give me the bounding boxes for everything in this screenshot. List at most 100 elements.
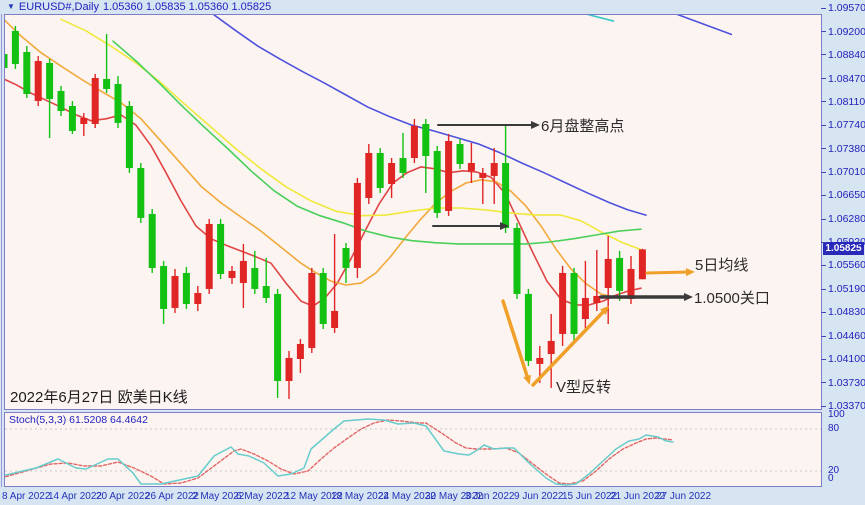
stoch-scale-label: 100 (828, 409, 845, 420)
price-axis-label: 1.05190 (828, 283, 865, 296)
candle-down (251, 267, 259, 289)
candle-down (148, 213, 156, 268)
arrow-breakdown-head (500, 222, 509, 230)
price-axis-label: 1.08470 (828, 72, 865, 85)
arrow-1-0500-head (684, 293, 693, 301)
candle-down (11, 30, 19, 64)
candle-down (502, 163, 510, 228)
candle-up (194, 292, 202, 304)
candle-down (422, 123, 430, 157)
annotation-v-reversal: V型反转 (556, 379, 612, 396)
price-tick (821, 264, 826, 266)
price-axis-label: 1.08110 (828, 95, 865, 108)
candle-down (376, 152, 384, 188)
chevron-down-icon[interactable]: ▼ (7, 2, 15, 11)
v-reversal-up-stroke (531, 308, 607, 387)
price-axis-label: 1.04460 (828, 330, 865, 343)
candle-down (23, 52, 31, 94)
candle-up (547, 340, 555, 354)
price-tick (821, 358, 826, 360)
price-axis-label: 1.03730 (828, 376, 865, 389)
date-axis-label: 15 Jun 2022 (562, 491, 618, 502)
candle-up (353, 182, 361, 268)
arrow-june-high-head (531, 121, 540, 129)
candle-down (137, 168, 145, 218)
candle-up (467, 163, 475, 171)
candle-down (319, 272, 327, 324)
stochastic-chart[interactable] (5, 413, 821, 486)
date-axis-label: 8 Apr 2022 (2, 491, 51, 502)
price-tick (821, 31, 826, 33)
date-axis-label: 21 Jun 2022 (610, 491, 666, 502)
candle-down (182, 272, 190, 304)
date-axis-label: 9 Jun 2022 (514, 491, 564, 502)
ma-fast-red (5, 78, 642, 308)
price-axis-label: 1.07010 (828, 166, 865, 179)
candlestick-chart[interactable] (5, 15, 821, 409)
price-tick (821, 288, 826, 290)
price-tick (821, 171, 826, 173)
trendline-blue (676, 15, 733, 36)
candle-up (34, 60, 42, 101)
candle-up (285, 357, 293, 382)
price-axis-label: 1.06650 (828, 189, 865, 202)
stochastic-panel[interactable] (4, 412, 822, 487)
date-axis-label: 20 Apr 2022 (96, 491, 150, 502)
price-axis-label: 1.08840 (828, 48, 865, 61)
price-axis-label: 1.04100 (828, 353, 865, 366)
candle-up (365, 152, 373, 198)
arrow-ma5-head (685, 268, 695, 277)
candle-down (262, 285, 270, 298)
candle-up (627, 268, 635, 299)
candle-down (616, 257, 624, 291)
price-tick (821, 54, 826, 56)
candle-up (490, 163, 498, 176)
price-tick (821, 382, 826, 384)
price-tick (821, 148, 826, 150)
candle-up (410, 125, 418, 158)
candle-down (125, 105, 133, 169)
symbol-period-label: EURUSD#,Daily (18, 1, 99, 13)
annotation-june-high: 6月盘整高点 (541, 118, 625, 135)
price-tick (821, 241, 826, 243)
candle-up (205, 223, 213, 289)
candle-up (536, 357, 544, 364)
date-axis-label: 3 Jun 2022 (465, 491, 515, 502)
date-axis-label: 26 Apr 2022 (145, 491, 199, 502)
candle-down (217, 223, 225, 274)
price-axis-label: 1.05560 (828, 259, 865, 272)
candle-up (91, 78, 99, 124)
candle-up (296, 343, 304, 359)
ma-yellow (60, 18, 642, 251)
candle-down (68, 105, 76, 131)
trendline-teal (586, 15, 615, 22)
price-tick (821, 124, 826, 126)
candle-up (388, 163, 396, 184)
candle-up (331, 310, 339, 328)
price-axis-label: 1.04830 (828, 306, 865, 319)
ma-green (112, 40, 642, 245)
v-reversal-down-stroke (501, 299, 530, 381)
candle-up (638, 249, 646, 280)
candle-up (581, 297, 589, 319)
price-chart-panel[interactable] (4, 14, 822, 410)
candle-down (570, 272, 578, 334)
price-axis-label: 1.09570 (828, 2, 865, 14)
price-axis-label: 1.05920 (828, 236, 865, 249)
date-axis-label: 18 May 2022 (331, 491, 389, 502)
price-axis-label: 1.09200 (828, 25, 865, 38)
stoch-scale-label: 0 (828, 473, 834, 484)
stochastic-label: Stoch(5,3,3) 61.5208 64.4642 (9, 414, 148, 426)
candle-up (171, 275, 179, 308)
candle-up (604, 258, 612, 288)
candle-down (57, 90, 65, 112)
candle-up (308, 272, 316, 348)
candle-up (80, 118, 88, 124)
date-axis-label: 27 Jun 2022 (656, 491, 712, 502)
price-axis-label: 1.06280 (828, 213, 865, 226)
price-tick (821, 194, 826, 196)
candle-up (559, 272, 567, 334)
candle-down (456, 143, 464, 164)
price-tick (821, 7, 826, 9)
window-left-border (1, 14, 2, 487)
